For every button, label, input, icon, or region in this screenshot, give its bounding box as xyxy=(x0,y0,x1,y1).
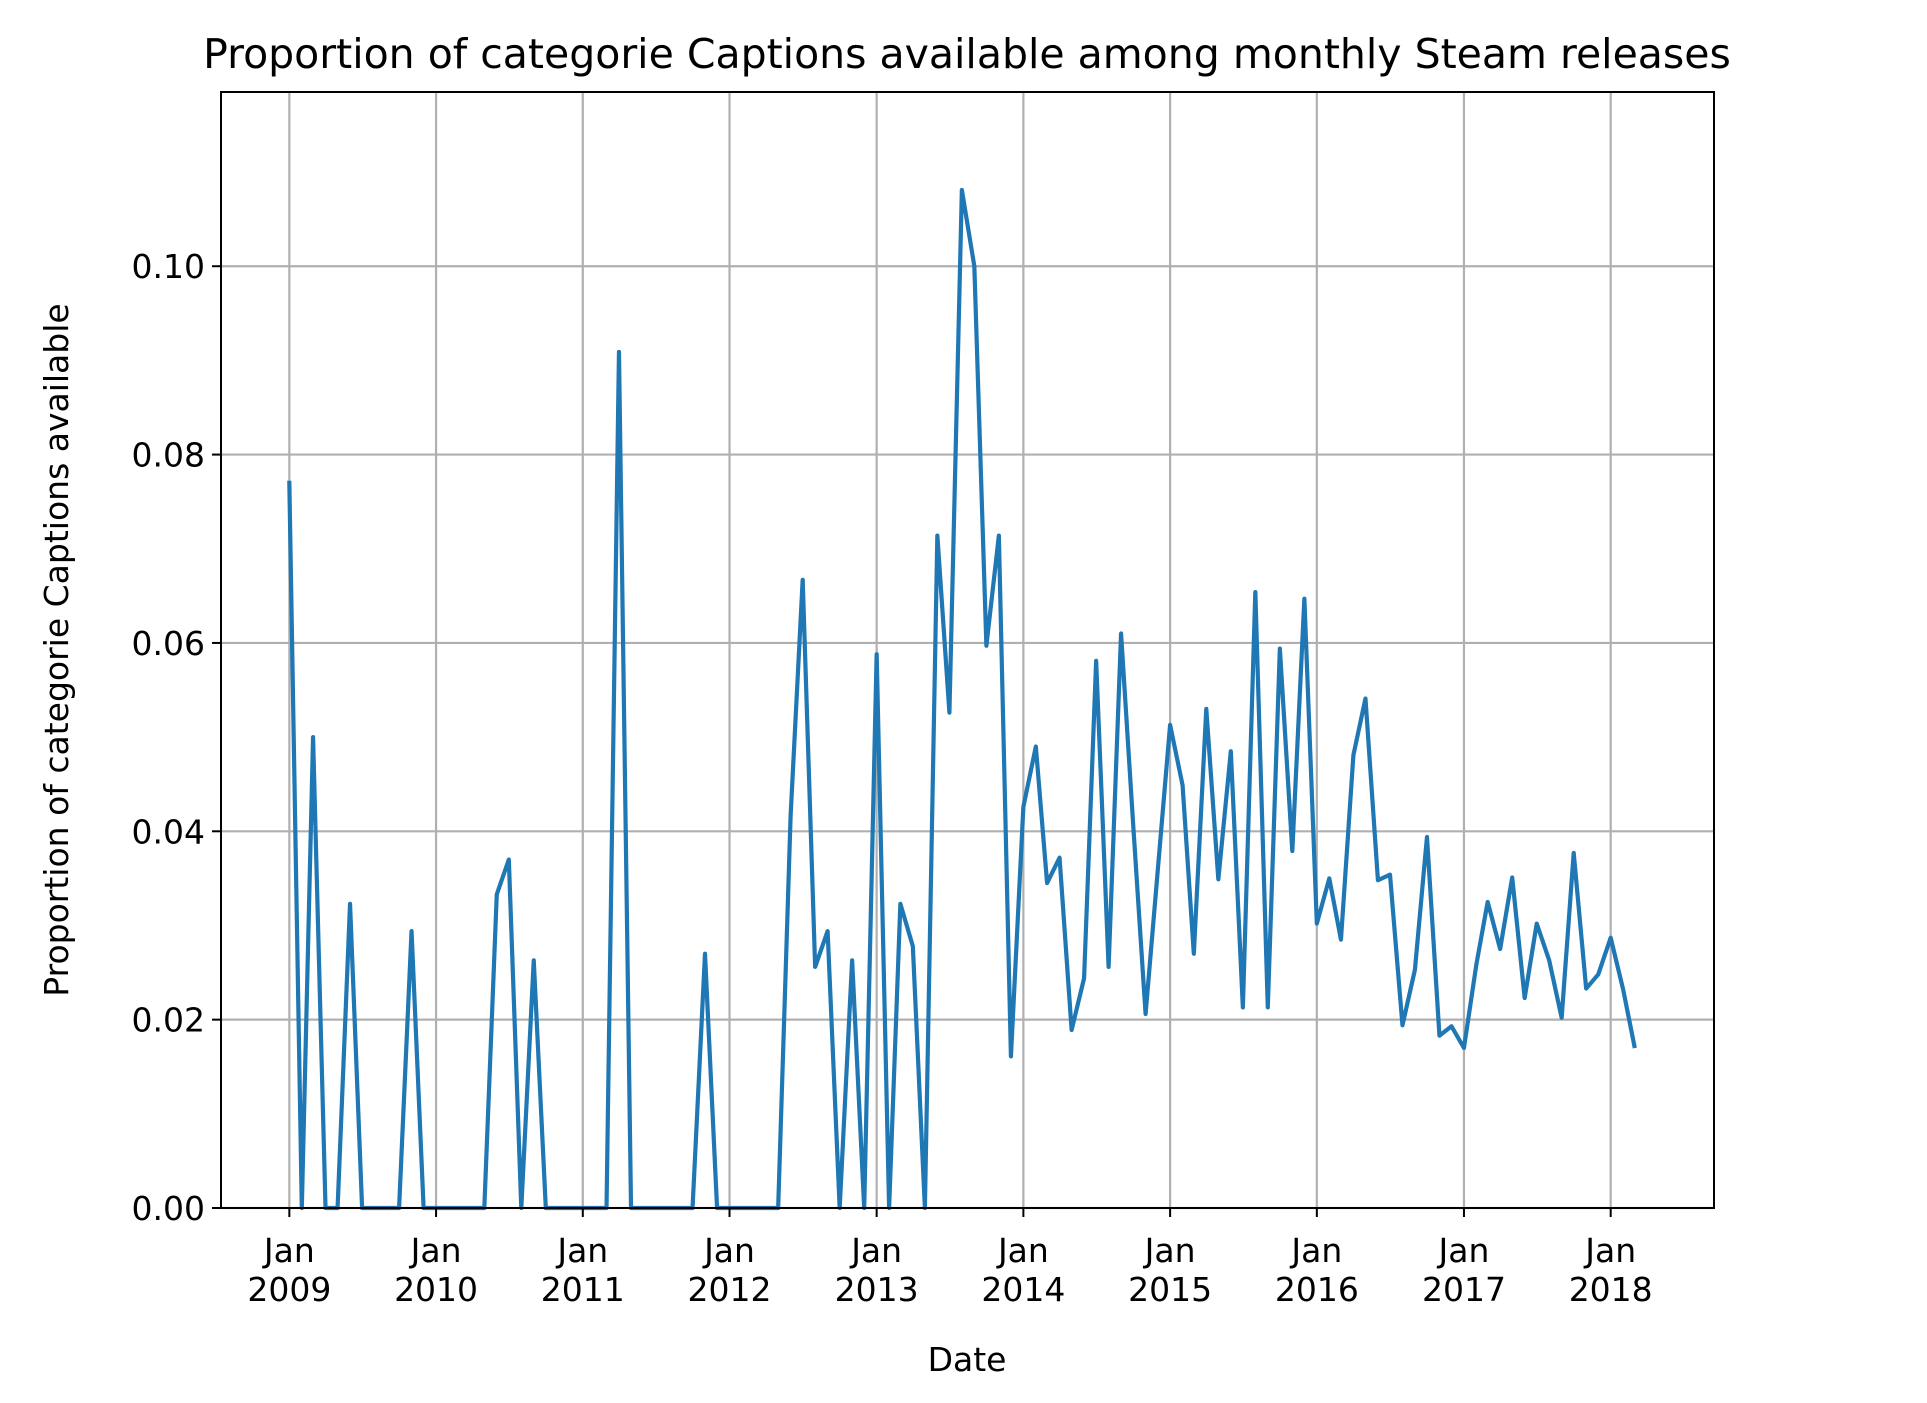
y-tick-label: 0.08 xyxy=(132,436,205,475)
x-tick-label-year: 2009 xyxy=(247,1270,331,1309)
x-tick-label-month: Jan xyxy=(1583,1231,1636,1270)
x-tick-label-month: Jan xyxy=(409,1231,462,1270)
y-tick-label: 0.10 xyxy=(132,247,205,286)
y-axis-ticks: 0.00 0.02 0.04 0.06 0.08 0.10 xyxy=(132,247,221,1228)
x-tick-label-month: Jan xyxy=(1289,1231,1342,1270)
series-layer xyxy=(287,187,1637,1211)
y-axis-label: Proportion of categorie Captions availab… xyxy=(37,303,76,996)
x-axis-ticks: Jan2009Jan2010Jan2011Jan2012Jan2013Jan20… xyxy=(247,1208,1653,1309)
series-line-0 xyxy=(287,187,1637,1211)
y-tick-label: 0.06 xyxy=(132,624,205,663)
y-tick-label: 0.02 xyxy=(132,1001,205,1040)
x-tick-label-month: Jan xyxy=(262,1231,315,1270)
x-axis-label: Date xyxy=(928,1340,1007,1379)
x-tick-label-month: Jan xyxy=(555,1231,608,1270)
x-tick-label-year: 2013 xyxy=(835,1270,919,1309)
y-tick-label: 0.04 xyxy=(132,812,205,851)
x-tick-label-year: 2016 xyxy=(1275,1270,1359,1309)
plot-frame xyxy=(220,91,1715,1209)
x-tick-label-year: 2010 xyxy=(394,1270,478,1309)
chart-title: Proportion of categorie Captions availab… xyxy=(203,30,1731,78)
x-tick-label-year: 2012 xyxy=(688,1270,772,1309)
y-tick-label: 0.00 xyxy=(132,1189,205,1228)
x-tick-label-month: Jan xyxy=(996,1231,1049,1270)
x-tick-label-year: 2015 xyxy=(1128,1270,1212,1309)
x-tick-label-month: Jan xyxy=(849,1231,902,1270)
x-tick-label-year: 2017 xyxy=(1422,1270,1506,1309)
x-tick-label-month: Jan xyxy=(702,1231,755,1270)
x-tick-label-year: 2018 xyxy=(1569,1270,1653,1309)
x-tick-label-month: Jan xyxy=(1437,1231,1490,1270)
grid-lines xyxy=(221,92,1714,1210)
x-tick-label-year: 2014 xyxy=(981,1270,1065,1309)
x-tick-label-month: Jan xyxy=(1143,1231,1196,1270)
x-tick-label-year: 2011 xyxy=(541,1270,625,1309)
